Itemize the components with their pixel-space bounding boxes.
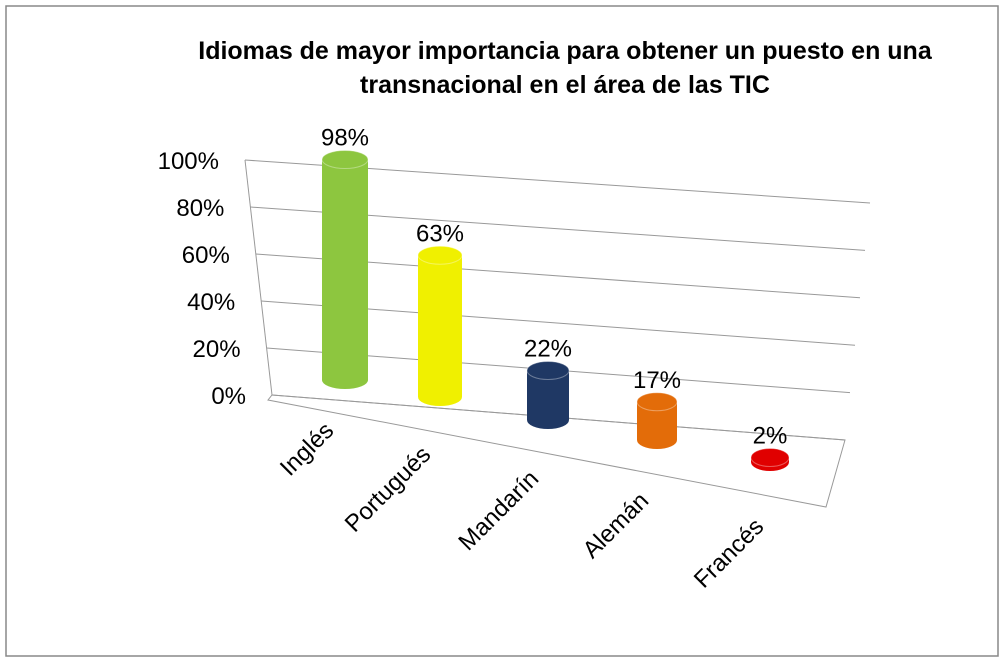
- value-label: 17%: [633, 367, 681, 394]
- bar: [527, 370, 569, 429]
- bar: [322, 159, 368, 389]
- y-tick-label: 80%: [176, 195, 224, 222]
- value-label: 2%: [753, 423, 788, 450]
- bar-top: [321, 150, 369, 169]
- y-tick-label: 20%: [193, 336, 241, 363]
- value-label: 22%: [524, 336, 572, 363]
- y-tick-label: 0%: [211, 383, 246, 410]
- left-wall-edge: [244, 159, 273, 396]
- value-label: 98%: [321, 125, 369, 152]
- bar: [637, 401, 677, 449]
- bar-top: [417, 245, 463, 265]
- bar-top: [636, 392, 678, 412]
- chart-border: [5, 5, 999, 657]
- y-tick-label: 60%: [182, 242, 230, 269]
- bar-top: [526, 361, 570, 380]
- chart-title: Idiomas de mayor importancia para obtene…: [198, 37, 932, 99]
- bar-top: [750, 448, 790, 467]
- bar: [418, 255, 462, 406]
- y-tick-label: 40%: [187, 289, 235, 316]
- value-label: 63%: [416, 220, 464, 247]
- y-tick-label: 100%: [158, 148, 219, 175]
